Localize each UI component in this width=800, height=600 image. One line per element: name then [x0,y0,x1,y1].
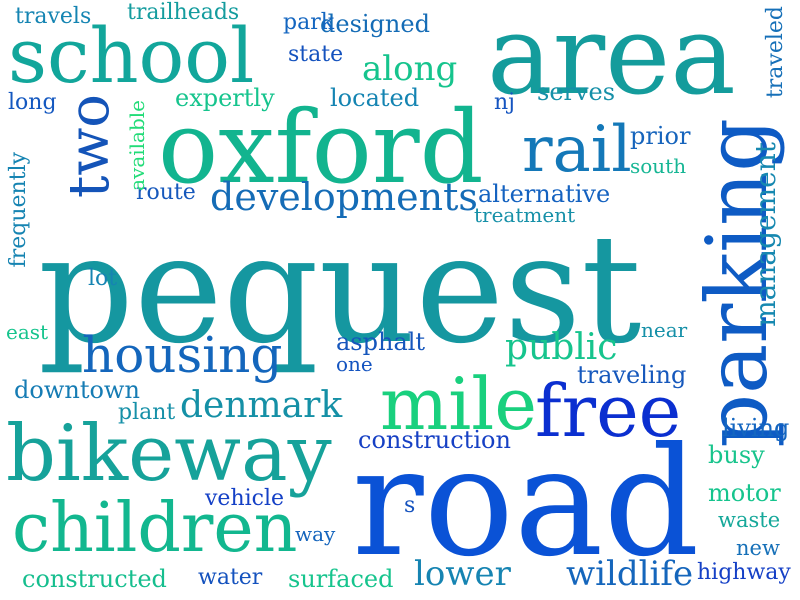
word-designed: designed [320,10,430,38]
word-management: management [749,142,782,327]
word-water: water [198,565,263,590]
word-school: school [8,11,255,100]
word-treatment: treatment [474,203,576,227]
word-expertly: expertly [175,84,275,112]
word-new: new [736,536,780,560]
word-route: route [136,180,196,205]
word-traveling: traveling [577,361,687,389]
word-housing: housing [82,326,283,384]
word-public: public [505,327,618,368]
word-pequest: pequest [38,203,642,377]
word-plant: plant [118,400,176,425]
word-highway: highway [697,560,791,585]
word-mile: mile [380,362,537,446]
word-constructed: constructed [22,565,167,593]
word-south: south [630,154,687,178]
word-two: two [57,94,122,199]
word-serves: serves [537,78,616,106]
word-construction: construction [358,426,511,454]
word-vehicle: vehicle [205,486,285,511]
word-s: s [404,493,416,518]
word-asphalt: asphalt [336,328,426,356]
word-downtown: downtown [14,376,140,404]
word-available: available [125,100,149,191]
word-living: living [722,414,790,442]
word-road: road [352,416,700,590]
word-waste: waste [718,508,781,532]
word-way: way [295,522,336,546]
word-motor: motor [708,479,781,507]
word-surfaced: surfaced [288,565,394,593]
word-travels: travels [15,4,92,29]
word-trailheads: trailheads [127,0,240,25]
word-park: park [283,10,335,35]
word-wildlife: wildlife [566,554,694,594]
word-east: east [6,320,49,344]
word-rail: rail [522,113,632,187]
word-long: long [8,90,57,115]
word-located: located [330,84,420,112]
word-busy: busy [708,441,765,469]
word-lower: lower [414,554,511,594]
word-nj: nj [494,90,515,115]
word-traveled: traveled [763,6,788,99]
word-along: along [362,49,458,89]
word-children: children [12,489,298,568]
word-one: one [336,352,373,376]
word-developments: developments [210,175,478,219]
word-free: free [535,369,682,453]
word-alternative: alternative [478,180,611,208]
word-state: state [288,42,344,67]
word-prior: prior [630,122,691,150]
word-near: near [641,318,688,342]
word-frequently: frequently [6,152,31,268]
word-area: area [487,0,736,119]
word-denmark: denmark [180,385,343,426]
word-oxford: oxford [158,89,484,206]
word-bikeway: bikeway [6,409,332,499]
word-lot: lot [88,266,118,291]
